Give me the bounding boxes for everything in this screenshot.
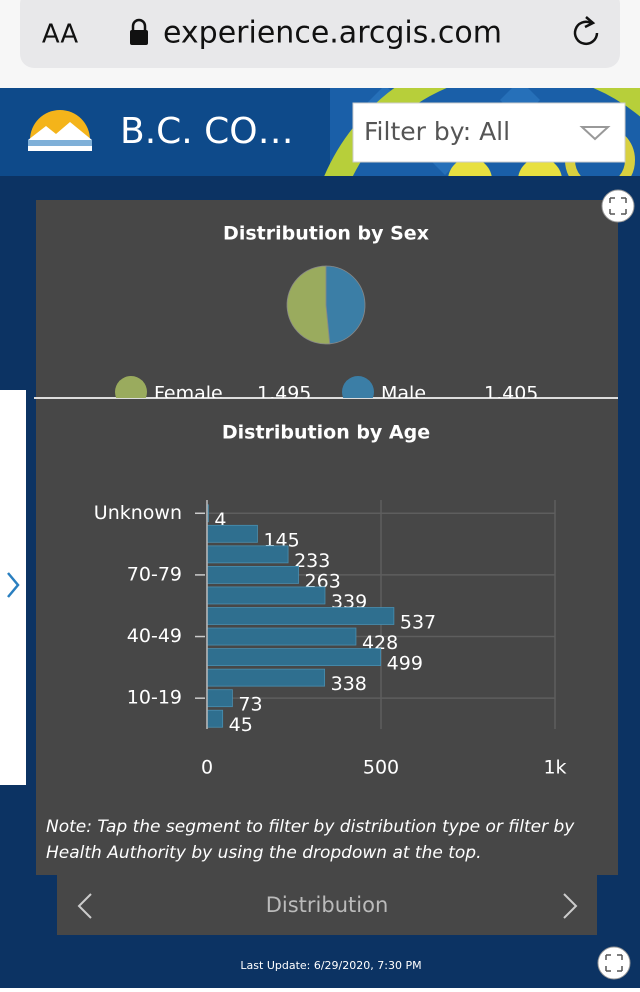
side-panel[interactable] <box>0 390 26 785</box>
y-tick-label: 10-19 <box>127 687 182 709</box>
url: experience.arcgis.com <box>163 16 502 51</box>
y-tick-label: 40-49 <box>127 625 182 647</box>
side-arrow <box>7 572 20 598</box>
bar <box>206 689 233 708</box>
pie-chart: Female 1,495 Male 1,405 <box>115 265 538 405</box>
legend-value: 1,405 <box>484 383 538 405</box>
dropdown-arrow <box>579 126 611 141</box>
legend-value: 1,495 <box>257 383 311 405</box>
text-size-button[interactable]: AA <box>42 20 79 50</box>
header-title: B.C. CO… <box>120 111 294 152</box>
last-update: Last Update: 6/29/2020, 7:30 PM <box>240 959 421 972</box>
x-tick-label: 0 <box>201 757 213 779</box>
x-tick-label: 1k <box>543 757 566 779</box>
filter-label: Filter by: All <box>364 117 510 146</box>
pie-slice <box>286 265 331 345</box>
bar-value-label: 537 <box>400 612 436 634</box>
x-tick-label: 500 <box>363 757 399 779</box>
bar <box>206 709 224 728</box>
bar-value-label: 45 <box>229 714 253 736</box>
nav-bar <box>57 875 597 935</box>
legend-swatch <box>115 376 147 398</box>
logo <box>28 110 92 151</box>
expand-button[interactable] <box>597 946 631 980</box>
bar <box>206 607 395 625</box>
bar <box>206 586 326 605</box>
y-tick-label: 70-79 <box>127 563 182 585</box>
bar-title: Distribution by Age <box>222 422 430 444</box>
bar-value-label: 499 <box>387 653 423 675</box>
legend-label: Male <box>381 383 426 405</box>
bar-value-label: 338 <box>331 673 367 695</box>
url-field[interactable] <box>20 0 620 68</box>
note-line: Health Authority by using the dropdown a… <box>46 843 482 863</box>
bar <box>206 545 289 564</box>
bar <box>206 668 326 687</box>
nav-next[interactable] <box>563 893 578 919</box>
lock-icon <box>130 18 148 45</box>
bar <box>206 627 357 646</box>
bar-value-label: 233 <box>294 550 330 572</box>
legend-swatch <box>342 376 374 398</box>
nav-prev[interactable] <box>77 893 92 919</box>
pie-title: Distribution by Sex <box>223 223 429 245</box>
legend-label: Female <box>154 383 223 405</box>
bar <box>206 648 382 666</box>
expand-button[interactable] <box>601 189 635 223</box>
bar-value-label: 73 <box>238 694 262 716</box>
pie-slice <box>325 265 366 345</box>
filter-dropdown[interactable] <box>352 102 626 163</box>
y-tick-label: Unknown <box>94 502 182 524</box>
reload-arrow <box>584 16 596 29</box>
nav-label: Distribution <box>266 893 389 917</box>
reload-icon[interactable] <box>573 20 599 46</box>
note-line: Note: Tap the segment to filter by distr… <box>46 817 575 837</box>
bar <box>206 524 258 543</box>
bar <box>206 566 299 584</box>
